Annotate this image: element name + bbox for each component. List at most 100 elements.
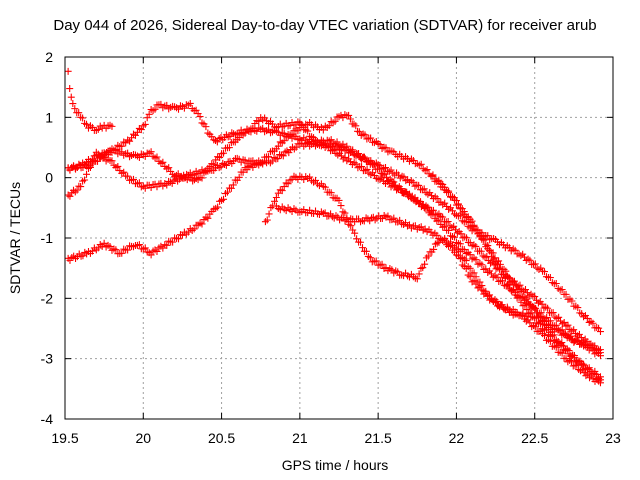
data-point — [204, 214, 212, 222]
data-point — [190, 225, 198, 233]
data-point — [351, 229, 359, 237]
y-tick-label: 0 — [45, 170, 53, 186]
data-point — [196, 113, 204, 121]
data-point — [531, 314, 539, 322]
data-point — [284, 180, 292, 188]
data-point — [327, 136, 335, 144]
data-point — [135, 179, 143, 187]
data-point — [460, 246, 468, 254]
data-point — [312, 176, 320, 184]
data-point — [280, 183, 288, 191]
data-point — [355, 150, 363, 158]
data-point — [124, 246, 132, 254]
data-point — [548, 332, 556, 340]
data-point — [486, 246, 494, 254]
data-point — [137, 126, 145, 134]
data-point — [468, 242, 476, 250]
data-point — [478, 286, 486, 294]
data-point — [537, 264, 545, 272]
data-point — [491, 254, 499, 262]
data-point — [501, 274, 509, 282]
data-point — [570, 354, 578, 362]
data-point — [382, 164, 390, 172]
data-point — [283, 147, 291, 155]
data-point — [464, 213, 472, 221]
data-point — [198, 174, 206, 182]
series-track-a — [64, 67, 116, 135]
data-point — [472, 242, 480, 250]
data-point — [499, 271, 507, 279]
data-point — [66, 85, 74, 93]
data-point — [352, 122, 360, 130]
grid — [65, 57, 613, 419]
data-point — [527, 309, 535, 317]
data-point — [456, 255, 464, 263]
data-point — [216, 153, 224, 161]
data-point — [341, 209, 349, 217]
x-tick-label: 20.5 — [208, 430, 235, 446]
data-point — [558, 341, 566, 349]
data-point — [81, 248, 89, 256]
data-point — [431, 193, 439, 201]
data-point — [477, 247, 485, 255]
data-point — [419, 264, 427, 272]
data-point — [66, 192, 74, 200]
data-point — [363, 165, 371, 173]
data-point — [349, 146, 357, 154]
data-point — [403, 188, 411, 196]
data-point — [321, 209, 329, 217]
data-point — [81, 176, 89, 184]
data-point — [100, 239, 108, 247]
data-point — [516, 281, 524, 289]
data-point — [463, 234, 471, 242]
data-point — [124, 149, 132, 157]
data-point — [461, 233, 469, 241]
data-point — [546, 321, 554, 329]
data-point — [466, 273, 474, 281]
data-point — [580, 362, 588, 370]
data-point — [357, 131, 365, 139]
data-point — [367, 134, 375, 142]
data-point — [71, 105, 79, 113]
data-point — [441, 222, 449, 230]
data-point — [241, 129, 249, 137]
data-point — [472, 280, 480, 288]
y-tick-label: -4 — [41, 411, 54, 427]
data-point — [225, 144, 233, 152]
data-point — [422, 254, 430, 262]
data-point — [337, 202, 345, 210]
data-point — [272, 193, 280, 201]
data-point — [523, 306, 531, 314]
y-tick-label: -2 — [41, 290, 54, 306]
data-point — [345, 111, 353, 119]
data-point — [198, 220, 206, 228]
data-point — [580, 313, 588, 321]
data-point — [552, 279, 560, 287]
data-point — [235, 134, 243, 142]
data-point — [186, 99, 194, 107]
data-point — [593, 324, 601, 332]
data-point — [484, 292, 492, 300]
data-point — [335, 196, 343, 204]
data-point — [423, 166, 431, 174]
y-tick-label: 1 — [45, 109, 53, 125]
data-point — [481, 253, 489, 261]
data-point — [347, 222, 355, 230]
data-point — [370, 161, 378, 169]
data-point — [285, 149, 293, 157]
data-point — [128, 134, 136, 142]
x-axis-label: GPS time / hours — [282, 457, 389, 473]
x-tick-label: 23 — [605, 430, 621, 446]
data-point — [526, 256, 534, 264]
series-track-h — [429, 172, 604, 384]
x-tick-label: 20 — [135, 430, 151, 446]
data-point — [350, 120, 358, 128]
data-point — [543, 314, 551, 322]
data-point — [118, 249, 126, 257]
data-point — [470, 221, 478, 229]
data-point — [279, 152, 287, 160]
data-point — [321, 183, 329, 191]
data-point — [429, 172, 437, 180]
data-point — [561, 330, 569, 338]
